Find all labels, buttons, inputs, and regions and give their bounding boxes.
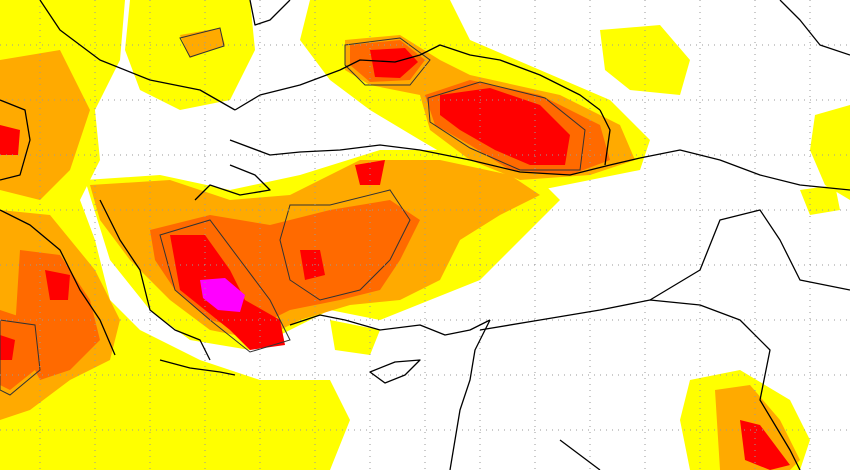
contours <box>0 27 586 396</box>
magenta-field <box>200 278 245 312</box>
